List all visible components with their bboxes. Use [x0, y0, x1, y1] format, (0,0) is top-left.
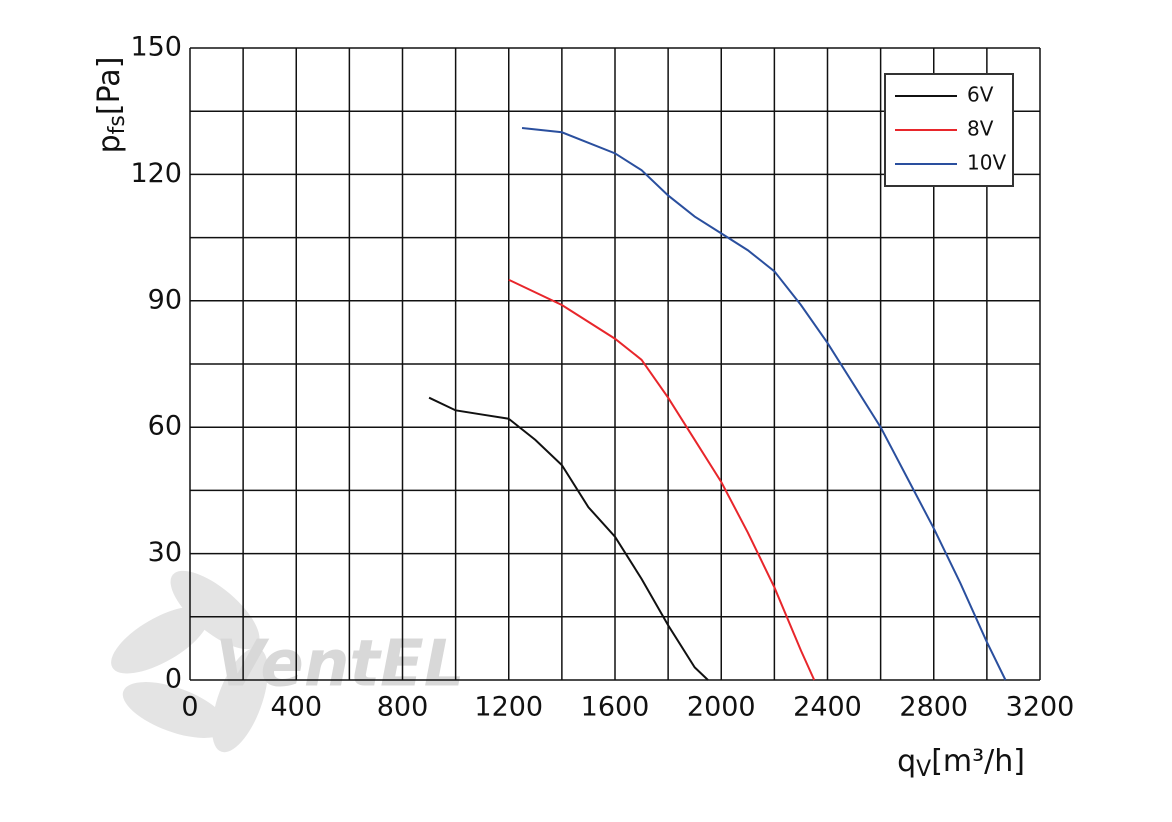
y-axis-label: pfs[Pa]: [92, 57, 131, 154]
watermark: VentEL: [216, 628, 465, 702]
x-label-sub: V: [916, 757, 931, 782]
y-tick-label: 0: [165, 664, 182, 695]
x-tick-label: 400: [270, 692, 322, 723]
y-label-sub: fs: [105, 115, 130, 134]
y-tick-label: 60: [148, 411, 182, 442]
x-axis-label: qV[m³/h]: [897, 744, 1025, 783]
x-tick-label: 2800: [899, 692, 968, 723]
y-tick-label: 30: [148, 537, 182, 568]
legend-label: 8V: [967, 117, 994, 141]
line-series: [428, 396, 709, 681]
x-tick-label: 800: [377, 692, 429, 723]
y-tick-label: 150: [130, 32, 182, 63]
x-tick-label: 3200: [1006, 692, 1075, 723]
x-label-symbol: q: [897, 744, 916, 779]
line-series: [521, 127, 1007, 681]
x-tick-label: 0: [181, 692, 198, 723]
legend-label: 6V: [967, 83, 994, 107]
line-series: [508, 278, 816, 681]
y-label-symbol: p: [92, 134, 127, 153]
x-label-unit: [m³/h]: [931, 744, 1025, 779]
x-tick-label: 1600: [581, 692, 650, 723]
y-label-unit: [Pa]: [92, 57, 127, 116]
y-tick-label: 90: [148, 284, 182, 315]
y-tick-label: 120: [130, 158, 182, 189]
x-tick-label: 1200: [474, 692, 543, 723]
legend-label: 10V: [967, 151, 1006, 175]
watermark-fan: [111, 570, 268, 753]
x-tick-label: 2000: [687, 692, 756, 723]
x-tick-label: 2400: [793, 692, 862, 723]
